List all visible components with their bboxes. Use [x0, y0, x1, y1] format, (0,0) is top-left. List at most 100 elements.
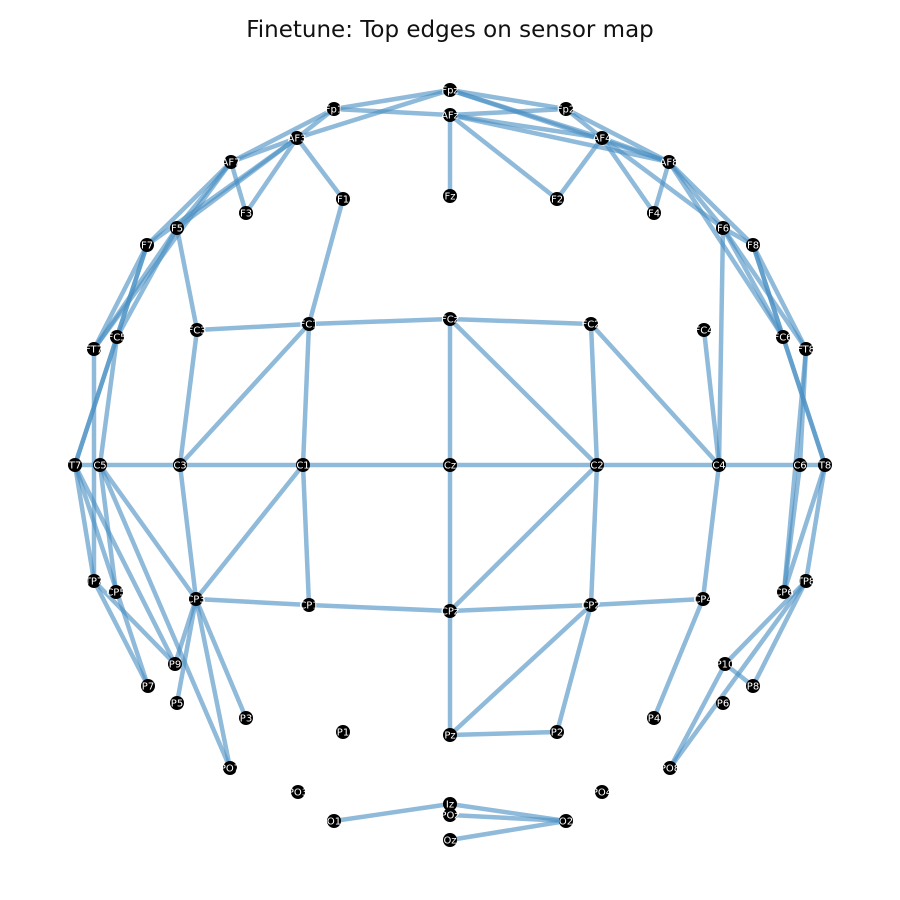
electrode-label: C3 — [173, 461, 186, 472]
electrode-marker — [109, 585, 123, 599]
electrode-marker — [239, 711, 253, 725]
electrode-label: Fp2 — [557, 105, 575, 116]
edge-cp3-po7 — [193, 596, 233, 771]
electrode-label: C6 — [793, 461, 806, 472]
edge-c6-cp6 — [781, 462, 803, 595]
edge-af4-f2 — [554, 135, 605, 202]
electrode-marker — [584, 598, 598, 612]
electrode-label: P5 — [171, 699, 183, 710]
electrode-af4: AF4 — [593, 131, 611, 145]
electrode-label: FCz — [441, 315, 459, 326]
figure-title: Finetune: Top edges on sensor map — [246, 17, 654, 43]
electrode-label: O2 — [559, 817, 573, 828]
electrode-label: CP4 — [693, 595, 712, 606]
electrode-label: AF3 — [288, 134, 307, 145]
electrode-po8: PO8 — [660, 761, 680, 775]
electrode-label: F5 — [171, 224, 183, 235]
electrode-f8: F8 — [746, 238, 760, 252]
electrode-marker — [443, 728, 457, 742]
edge-afz-f2 — [447, 112, 560, 202]
electrode-marker — [170, 221, 184, 235]
electrode-marker — [93, 458, 107, 472]
edge-cp1-cpz — [306, 602, 453, 614]
edge-f8-ft8 — [750, 242, 809, 352]
electrode-label: P8 — [747, 682, 759, 693]
electrode-marker — [559, 814, 573, 828]
electrode-poz: POz — [440, 808, 460, 822]
edge-c5-po7 — [97, 462, 233, 771]
electrode-label: AFz — [441, 111, 459, 122]
electrode-ft8: FT8 — [797, 342, 815, 356]
electrode-p7: P7 — [141, 679, 155, 693]
electrode-marker — [443, 833, 457, 847]
electrode-label: TP7 — [84, 577, 104, 588]
electrode-marker — [776, 330, 790, 344]
edge-fp2-af8 — [563, 106, 672, 165]
electrode-tp7: TP7 — [84, 574, 104, 588]
electrode-f3: F3 — [239, 206, 253, 220]
electrode-fc6: FC6 — [773, 330, 793, 344]
electrode-cp1: CP1 — [299, 598, 319, 612]
electrode-o2: O2 — [559, 814, 573, 828]
electrode-label: FT8 — [797, 345, 815, 356]
electrode-marker — [443, 312, 457, 326]
electrode-label: P6 — [717, 699, 729, 710]
electrode-marker — [173, 458, 187, 472]
electrode-label: CP6 — [774, 588, 793, 599]
electrode-f5: F5 — [170, 221, 184, 235]
edge-pz-p2 — [447, 729, 560, 738]
electrode-marker — [443, 797, 457, 811]
electrode-o1: O1 — [327, 814, 341, 828]
electrode-label: F4 — [648, 209, 660, 220]
electrode-marker — [584, 317, 598, 331]
electrode-marker — [443, 189, 457, 203]
electrode-pz: Pz — [443, 728, 457, 742]
edge-poz-o2 — [447, 812, 569, 824]
electrode-label: FC1 — [299, 320, 318, 331]
electrode-marker — [818, 458, 832, 472]
electrode-label: F3 — [240, 209, 252, 220]
edge-f1-fc1 — [306, 196, 346, 327]
edge-fc6-t8 — [780, 334, 828, 468]
edge-fpz-fp2 — [447, 87, 569, 112]
electrode-label: AF8 — [660, 158, 679, 169]
electrode-fc3: FC3 — [187, 323, 207, 337]
electrode-p8: P8 — [746, 679, 760, 693]
electrode-label: Fz — [444, 192, 455, 203]
electrode-marker — [336, 192, 350, 206]
electrode-label: FC3 — [187, 326, 206, 337]
electrode-marker — [696, 592, 710, 606]
electrode-c3: C3 — [173, 458, 187, 472]
edge-fcz-c2 — [447, 316, 600, 468]
electrode-p6: P6 — [716, 696, 730, 710]
edge-fc1-c3 — [177, 321, 312, 468]
electrode-marker — [336, 725, 350, 739]
edge-t8-cp6 — [781, 462, 828, 595]
edges-layer — [72, 87, 828, 843]
electrode-marker — [647, 206, 661, 220]
edge-fc4-c4 — [701, 327, 722, 468]
electrode-label: F7 — [141, 241, 153, 252]
electrode-marker — [716, 221, 730, 235]
edge-c1-cp3 — [193, 462, 306, 602]
electrode-iz: Iz — [443, 797, 457, 811]
electrode-marker — [662, 155, 676, 169]
edge-f7-ft7 — [91, 242, 150, 352]
electrode-marker — [327, 814, 341, 828]
electrode-marker — [793, 458, 807, 472]
electrode-marker — [327, 102, 341, 116]
edge-af8-f8 — [666, 159, 756, 248]
edge-fc1-fcz — [306, 316, 453, 327]
electrode-label: CPz — [441, 607, 459, 618]
electrode-label: PO4 — [592, 788, 612, 799]
electrode-af3: AF3 — [288, 131, 307, 145]
electrode-label: FC5 — [107, 333, 126, 344]
electrode-c1: C1 — [296, 458, 310, 472]
edge-cp3-p5 — [174, 596, 199, 706]
electrode-fcz: FCz — [441, 312, 459, 326]
electrode-marker — [777, 585, 791, 599]
electrode-marker — [746, 238, 760, 252]
electrode-t7: T7 — [68, 458, 82, 472]
edge-c1-cp1 — [300, 462, 312, 608]
